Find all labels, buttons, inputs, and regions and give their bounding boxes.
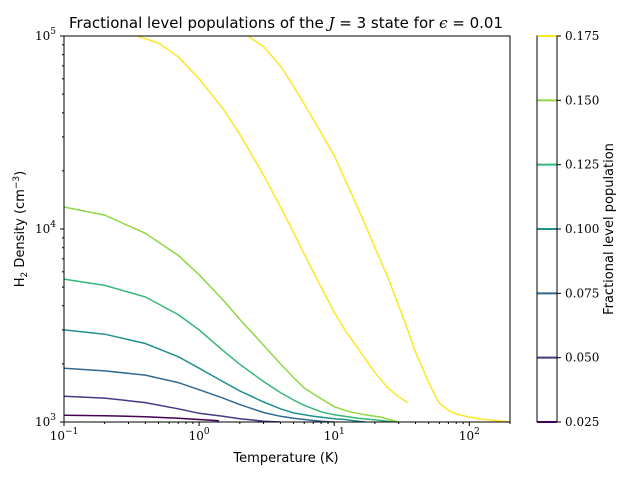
plot-frame xyxy=(63,35,511,423)
series-line-3 xyxy=(64,329,366,422)
colorbar: 0.025 0.050 0.075 0.100 0.125 0.150 0.175 Frac… xyxy=(536,29,617,429)
series-line-5 xyxy=(64,206,399,422)
colorbar-tick-label: 0.100 xyxy=(565,222,599,236)
x-tick-label: 100 xyxy=(189,427,210,443)
colorbar-label: Fractional level population xyxy=(602,143,617,315)
x-tick-label: 10−1 xyxy=(50,427,79,443)
colorbar-tick-label: 0.125 xyxy=(565,158,599,172)
y-axis-label: H2 Density (cm−3) xyxy=(12,171,30,287)
series-line-0 xyxy=(64,414,219,422)
colorbar-tick-label: 0.050 xyxy=(565,351,599,365)
series-line-4 xyxy=(64,278,395,422)
chart-title: Fractional level populations of the J = … xyxy=(69,14,503,32)
y-tick-label: 104 xyxy=(35,220,56,236)
x-axis: 10−1 100 101 102 xyxy=(50,422,511,443)
series-line-7 xyxy=(247,36,510,422)
series-line-6 xyxy=(137,36,409,404)
colorbar-tick-label: 0.075 xyxy=(565,286,599,300)
y-axis: 103 104 105 xyxy=(35,27,64,429)
series-line-1 xyxy=(64,395,281,422)
colorbar-tick-label: 0.150 xyxy=(565,93,599,107)
series-line-2 xyxy=(64,367,335,422)
x-tick-label: 102 xyxy=(459,427,480,443)
y-tick-label: 105 xyxy=(35,27,56,43)
x-tick-label: 101 xyxy=(324,427,345,443)
colorbar-tick-label: 0.025 xyxy=(565,415,599,429)
series-group xyxy=(64,36,510,422)
y-tick-label: 103 xyxy=(35,413,56,429)
colorbar-tick-label: 0.175 xyxy=(565,29,599,43)
x-axis-label: Temperature (K) xyxy=(232,451,338,466)
